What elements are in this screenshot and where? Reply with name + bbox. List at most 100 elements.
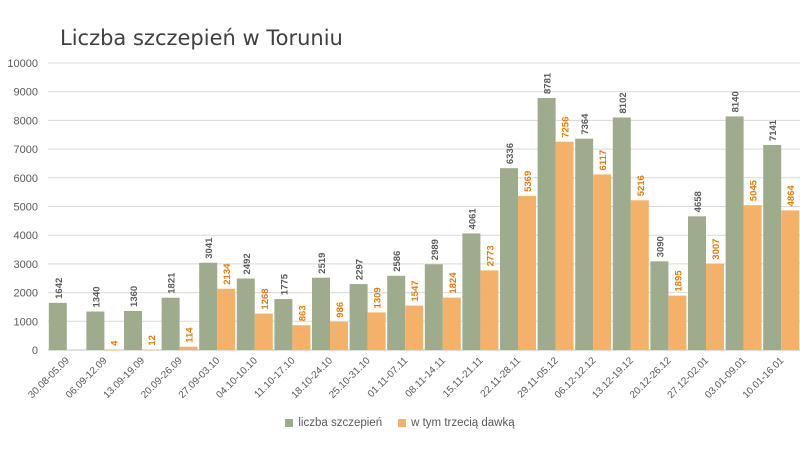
y-tick-label: 10000 [7, 58, 38, 70]
bar-total [575, 138, 594, 350]
data-label-third-dose: 1895 [673, 270, 684, 292]
data-label-total: 1642 [54, 278, 65, 299]
y-tick-label: 9000 [14, 87, 38, 99]
bar-total [312, 277, 330, 350]
data-label-third-dose: 4864 [786, 185, 797, 207]
bar-third-dose [668, 295, 687, 350]
data-label-total: 2297 [355, 259, 366, 280]
data-label-third-dose: 7256 [561, 117, 572, 138]
bar-total [236, 278, 255, 350]
data-label-total: 8140 [731, 91, 742, 112]
bar-total [387, 275, 406, 350]
bar-third-dose [179, 346, 198, 350]
bar-total [725, 116, 744, 350]
data-label-third-dose: 2134 [222, 263, 233, 285]
bar-total [86, 311, 105, 350]
data-label-third-dose: 4 [109, 340, 120, 346]
data-label-total: 2586 [392, 251, 403, 272]
bar-third-dose [330, 321, 348, 350]
data-label-third-dose: 2773 [485, 245, 496, 266]
data-label-third-dose: 12 [147, 335, 158, 346]
bar-third-dose [142, 349, 160, 351]
data-label-total: 3090 [655, 236, 666, 257]
legend-item-third-dose: w tym trzecią dawką [398, 417, 515, 429]
data-label-total: 2519 [317, 253, 328, 274]
bar-total [650, 261, 669, 350]
bar-third-dose [555, 141, 574, 350]
data-label-total: 4658 [693, 191, 704, 212]
data-label-total: 8781 [543, 72, 554, 94]
bar-total [274, 299, 293, 350]
bar-third-dose [480, 270, 499, 350]
data-label-third-dose: 3007 [711, 239, 722, 260]
x-tick-label: 10.01-16.01 [741, 355, 787, 401]
bar-third-dose [593, 174, 612, 350]
bar-total [424, 264, 443, 350]
legend-item-total: liczba szczepień [285, 417, 382, 429]
bar-third-dose [292, 325, 311, 350]
bar-total [161, 297, 180, 350]
y-tick-label: 7000 [14, 144, 38, 156]
legend: liczba szczepień w tym trzecią dawką [0, 417, 800, 429]
bar-total [500, 168, 518, 350]
legend-label-third-dose: w tym trzecią dawką [411, 417, 515, 429]
data-label-third-dose: 5369 [523, 171, 534, 192]
data-label-total: 1340 [91, 286, 102, 307]
y-tick-label: 8000 [14, 115, 38, 127]
data-label-total: 6336 [505, 143, 516, 164]
bar-total [537, 97, 556, 351]
bar-total [124, 310, 142, 350]
bar-third-dose [104, 349, 123, 351]
y-tick-label: 4000 [14, 230, 38, 242]
bar-total [688, 216, 706, 350]
data-label-total: 1360 [129, 286, 140, 307]
data-label-total: 8102 [618, 92, 629, 113]
y-tick-label: 5000 [14, 202, 38, 214]
bar-third-dose [781, 210, 800, 350]
y-tick-label: 1000 [14, 316, 38, 328]
bar-third-dose [254, 313, 273, 350]
bar-third-dose [442, 297, 461, 350]
bar-total [612, 117, 631, 351]
bar-total [48, 302, 67, 350]
y-tick-label: 2000 [14, 288, 38, 300]
data-label-total: 3041 [204, 237, 215, 259]
data-label-third-dose: 863 [297, 305, 308, 321]
bar-total [763, 145, 782, 350]
y-tick-label: 3000 [14, 259, 38, 271]
data-label-total: 2989 [430, 239, 441, 260]
bar-total [199, 262, 218, 350]
bar-third-dose [743, 205, 762, 350]
data-label-total: 1821 [167, 272, 178, 294]
data-label-total: 7141 [768, 119, 779, 141]
data-label-total: 7364 [580, 113, 591, 135]
data-label-third-dose: 5216 [636, 175, 647, 196]
bar-third-dose [405, 305, 424, 350]
bar-total [349, 284, 368, 350]
legend-swatch-third-dose [398, 419, 407, 427]
data-label-total: 2492 [242, 253, 253, 274]
legend-swatch-total [285, 419, 294, 427]
data-label-third-dose: 986 [335, 302, 346, 318]
bar-third-dose [706, 263, 724, 350]
bar-third-dose [518, 195, 536, 350]
data-label-third-dose: 1309 [373, 287, 384, 308]
y-tick-label: 0 [32, 345, 38, 357]
data-label-third-dose: 5045 [749, 179, 760, 201]
data-label-third-dose: 6117 [598, 150, 609, 171]
data-label-third-dose: 114 [185, 327, 196, 343]
bar-total [462, 233, 481, 350]
bar-third-dose [630, 200, 649, 350]
data-label-third-dose: 1547 [410, 280, 421, 301]
legend-label-total: liczba szczepień [298, 417, 383, 429]
y-tick-label: 6000 [14, 173, 38, 185]
data-label-total: 4061 [467, 208, 478, 230]
data-label-third-dose: 1824 [448, 272, 459, 294]
bar-third-dose [217, 288, 236, 350]
x-tick-label: 25.10-31.10 [327, 355, 373, 401]
bar-third-dose [367, 312, 386, 350]
chart-title: Liczba szczepień w Toruniu [60, 26, 343, 50]
data-label-third-dose: 1268 [260, 288, 271, 309]
data-label-total: 1775 [279, 273, 290, 295]
